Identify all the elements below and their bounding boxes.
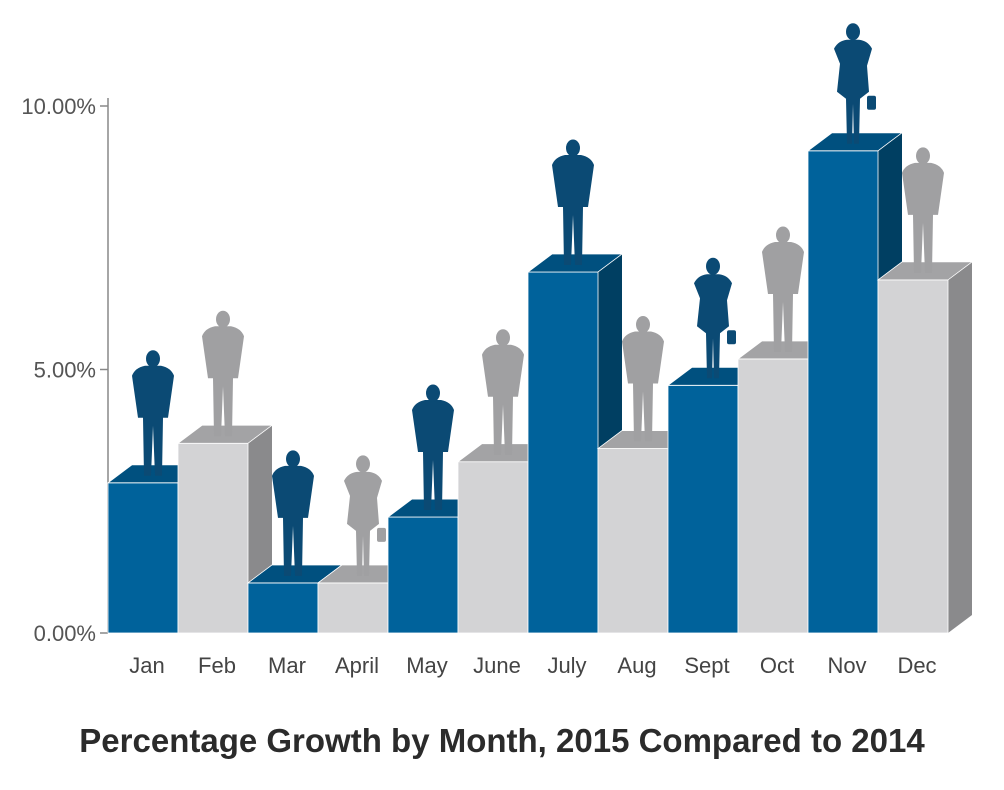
bar-may <box>387 516 459 634</box>
bar-jan <box>107 482 179 634</box>
man-icon <box>482 329 524 455</box>
bar-mar <box>247 582 319 634</box>
bar-aug <box>597 448 669 634</box>
woman-icon <box>694 257 736 379</box>
x-tick-label: Mar <box>268 653 306 678</box>
x-tick-label: July <box>547 653 586 678</box>
y-tick-label: 5.00% <box>34 358 96 383</box>
figures <box>132 23 944 576</box>
x-tick-label: Aug <box>617 653 656 678</box>
bar-feb <box>177 442 249 634</box>
man-icon <box>272 450 314 576</box>
x-tick-label: May <box>406 653 448 678</box>
y-tick-label: 0.00% <box>34 621 96 646</box>
x-tick-label: Sept <box>684 653 729 678</box>
bars <box>106 132 974 634</box>
x-tick-label: Jan <box>129 653 164 678</box>
woman-icon <box>834 23 876 144</box>
bar-sept <box>667 384 739 634</box>
labels: 0.00% 5.00% 10.00% Jan Feb Mar April May June Jul… <box>21 94 936 678</box>
bar-july <box>527 271 599 634</box>
x-tick-label: April <box>335 653 379 678</box>
axes <box>100 98 109 634</box>
x-tick-label: Feb <box>198 653 236 678</box>
bar-june <box>457 461 529 634</box>
woman-icon <box>344 455 386 576</box>
bar-dec <box>877 279 949 634</box>
chart-title: Percentage Growth by Month, 2015 Compare… <box>79 722 925 759</box>
bar-side <box>948 261 972 633</box>
y-tick-label: 10.00% <box>21 94 96 119</box>
bar-oct <box>737 358 809 634</box>
man-icon <box>762 226 804 352</box>
bar-april <box>317 582 389 634</box>
man-icon <box>412 384 454 511</box>
bar-nov <box>807 150 879 634</box>
man-icon <box>622 316 664 442</box>
x-tick-label: Dec <box>897 653 936 678</box>
x-tick-label: June <box>473 653 521 678</box>
man-icon <box>202 310 244 437</box>
man-icon <box>132 350 174 476</box>
man-icon <box>552 139 594 266</box>
x-tick-label: Oct <box>760 653 794 678</box>
x-tick-label: Nov <box>827 653 866 678</box>
man-icon <box>902 147 944 273</box>
